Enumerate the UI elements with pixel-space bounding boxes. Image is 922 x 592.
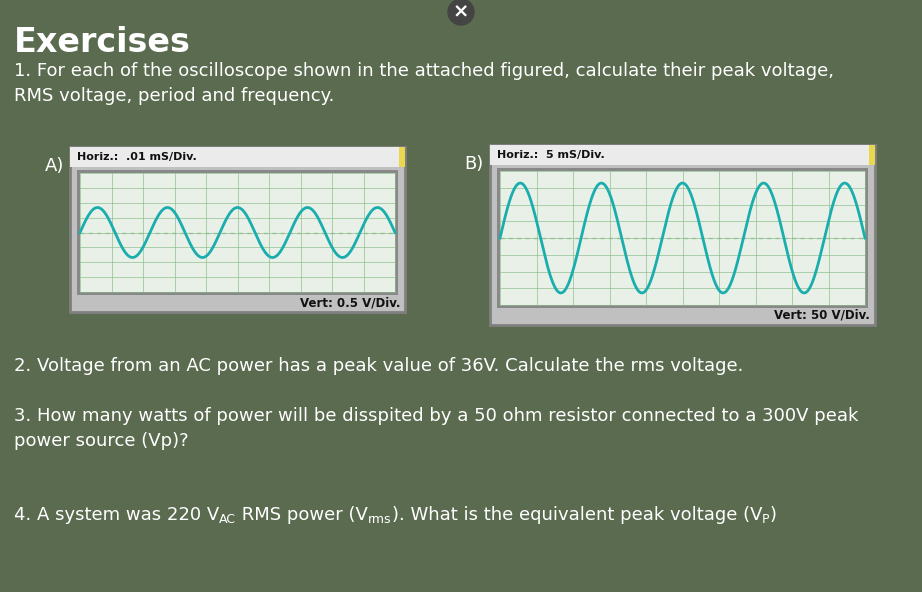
- Circle shape: [448, 0, 474, 25]
- Bar: [70, 147, 405, 312]
- Bar: [490, 145, 875, 165]
- Bar: [500, 171, 865, 305]
- Bar: [70, 147, 405, 167]
- Text: 2. Voltage from an AC power has a peak value of 36V. Calculate the rms voltage.: 2. Voltage from an AC power has a peak v…: [14, 357, 743, 375]
- Bar: [497, 168, 868, 308]
- Text: rms: rms: [368, 513, 392, 526]
- Text: A): A): [45, 157, 65, 175]
- Text: Horiz.:  .01 mS/Div.: Horiz.: .01 mS/Div.: [77, 152, 196, 162]
- Text: Vert: 0.5 V/Div.: Vert: 0.5 V/Div.: [300, 296, 400, 309]
- Text: 3. How many watts of power will be disspited by a 50 ohm resistor connected to a: 3. How many watts of power will be dissp…: [14, 407, 858, 450]
- Bar: [77, 170, 398, 295]
- Text: 1. For each of the oscilloscope shown in the attached figured, calculate their p: 1. For each of the oscilloscope shown in…: [14, 62, 834, 105]
- Text: 4. A system was 220 V: 4. A system was 220 V: [14, 506, 219, 524]
- Text: Horiz.:  5 mS/Div.: Horiz.: 5 mS/Div.: [497, 150, 605, 160]
- Text: B): B): [464, 155, 483, 173]
- Bar: [869, 145, 875, 165]
- Text: Exercises: Exercises: [14, 26, 191, 59]
- Bar: [490, 145, 875, 325]
- Bar: [399, 147, 405, 167]
- Bar: [80, 173, 395, 292]
- Text: ): ): [770, 506, 776, 524]
- Text: AC: AC: [219, 513, 236, 526]
- Text: RMS power (V: RMS power (V: [236, 506, 368, 524]
- Text: ×: ×: [453, 2, 469, 21]
- Text: ). What is the equivalent peak voltage (V: ). What is the equivalent peak voltage (…: [392, 506, 762, 524]
- Text: P: P: [762, 513, 770, 526]
- Text: Vert: 50 V/Div.: Vert: 50 V/Div.: [774, 309, 870, 322]
